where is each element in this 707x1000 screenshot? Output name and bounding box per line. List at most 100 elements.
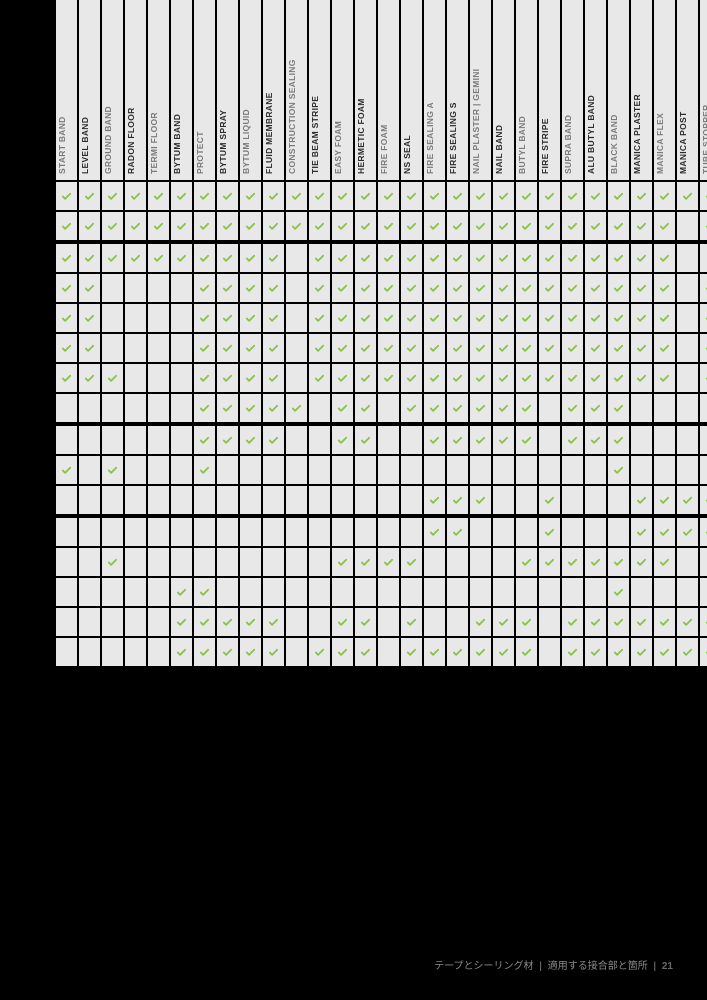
matrix-cell xyxy=(630,211,653,242)
check-icon xyxy=(263,221,284,232)
matrix-cell xyxy=(331,363,354,393)
check-icon xyxy=(631,191,652,202)
matrix-cell xyxy=(607,547,630,577)
matrix-cell xyxy=(124,577,147,607)
matrix-cell xyxy=(147,303,170,333)
matrix-cell xyxy=(446,181,469,211)
column-label: NAIL PLASTER | GEMINI xyxy=(471,69,481,174)
check-icon xyxy=(309,373,330,384)
matrix-cell xyxy=(561,242,584,273)
matrix-cell xyxy=(699,424,707,455)
matrix-cell xyxy=(699,333,707,363)
matrix-cell xyxy=(78,303,101,333)
check-icon xyxy=(125,221,146,232)
matrix-cell xyxy=(492,424,515,455)
matrix-cell xyxy=(262,273,285,303)
matrix-cell xyxy=(170,547,193,577)
check-icon xyxy=(171,253,192,264)
check-icon xyxy=(240,435,261,446)
matrix-cell xyxy=(147,485,170,516)
column-label: NAIL BAND xyxy=(494,125,504,174)
matrix-cell xyxy=(423,577,446,607)
matrix-cell xyxy=(446,485,469,516)
check-icon xyxy=(79,373,100,384)
check-icon xyxy=(654,647,675,658)
check-icon xyxy=(700,617,707,628)
matrix-cell xyxy=(630,333,653,363)
matrix-cell xyxy=(446,516,469,547)
matrix-cell xyxy=(653,547,676,577)
matrix-cell xyxy=(446,303,469,333)
matrix-cell xyxy=(308,637,331,666)
matrix-cell xyxy=(285,485,308,516)
matrix-cell xyxy=(538,181,561,211)
check-icon xyxy=(585,283,606,294)
column-header: FIRE SEALING A xyxy=(423,0,446,181)
matrix-cell xyxy=(423,485,446,516)
check-icon xyxy=(332,617,353,628)
matrix-cell xyxy=(101,242,124,273)
check-icon xyxy=(102,465,123,476)
check-icon xyxy=(240,221,261,232)
matrix-cell xyxy=(423,363,446,393)
matrix-cell xyxy=(170,303,193,333)
matrix-cell xyxy=(492,577,515,607)
table-row xyxy=(56,547,707,577)
check-icon xyxy=(217,191,238,202)
check-icon xyxy=(148,221,169,232)
check-icon xyxy=(631,253,652,264)
matrix-cell xyxy=(446,424,469,455)
check-icon xyxy=(217,647,238,658)
matrix-cell xyxy=(492,637,515,666)
matrix-cell xyxy=(101,485,124,516)
matrix-cell xyxy=(584,181,607,211)
column-header: BYTUM SPRAY xyxy=(216,0,239,181)
check-icon xyxy=(102,253,123,264)
matrix-cell xyxy=(285,363,308,393)
matrix-cell xyxy=(170,363,193,393)
matrix-cell xyxy=(354,577,377,607)
column-header: PROTECT xyxy=(193,0,216,181)
matrix-cell xyxy=(101,211,124,242)
check-icon xyxy=(608,435,629,446)
check-icon xyxy=(470,313,491,324)
matrix-cell xyxy=(561,547,584,577)
check-icon xyxy=(332,253,353,264)
matrix-cell xyxy=(676,211,699,242)
matrix-cell xyxy=(170,485,193,516)
matrix-cell xyxy=(630,273,653,303)
matrix-cell xyxy=(56,393,78,424)
check-icon xyxy=(470,253,491,264)
check-icon xyxy=(470,221,491,232)
matrix-cell xyxy=(492,211,515,242)
check-icon xyxy=(700,373,707,384)
matrix-cell xyxy=(147,333,170,363)
matrix-cell xyxy=(676,303,699,333)
matrix-cell xyxy=(262,211,285,242)
check-icon xyxy=(585,435,606,446)
matrix-cell xyxy=(607,333,630,363)
matrix-cell xyxy=(423,242,446,273)
check-icon xyxy=(470,403,491,414)
check-icon xyxy=(217,253,238,264)
check-icon xyxy=(424,283,445,294)
matrix-cell xyxy=(538,273,561,303)
check-icon xyxy=(424,191,445,202)
matrix-cell xyxy=(446,547,469,577)
check-icon xyxy=(355,557,376,568)
matrix-cell xyxy=(538,333,561,363)
matrix-cell xyxy=(423,455,446,485)
check-icon xyxy=(631,221,652,232)
matrix-cell xyxy=(331,181,354,211)
check-icon xyxy=(56,373,77,384)
check-icon xyxy=(79,343,100,354)
matrix-cell xyxy=(515,363,538,393)
table-row xyxy=(56,577,707,607)
matrix-cell xyxy=(239,333,262,363)
check-icon xyxy=(677,617,698,628)
check-icon xyxy=(654,191,675,202)
check-icon xyxy=(401,557,422,568)
matrix-cell xyxy=(308,393,331,424)
table-row xyxy=(56,333,707,363)
check-icon xyxy=(447,373,468,384)
